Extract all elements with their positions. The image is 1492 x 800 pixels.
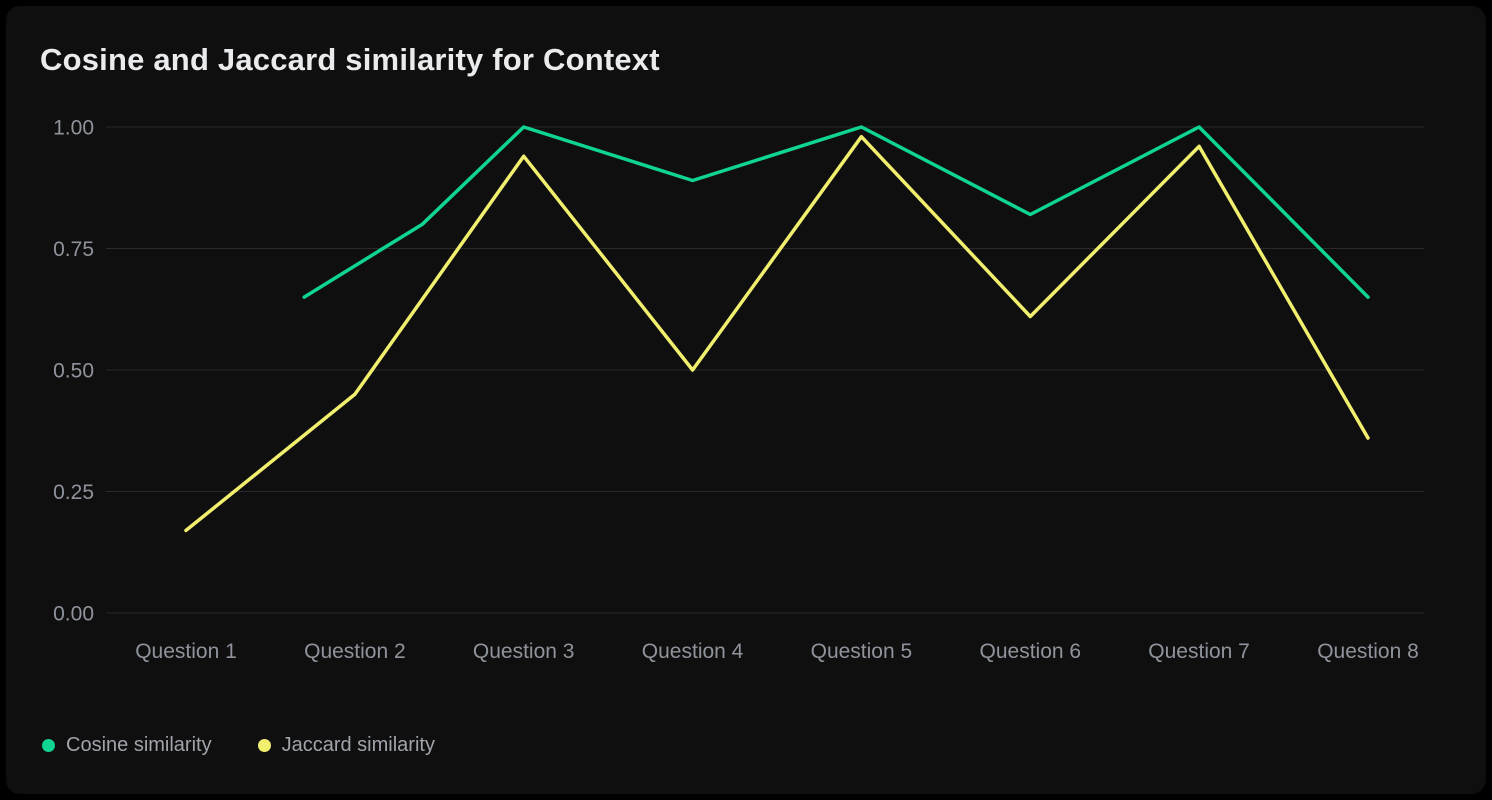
cosine-line[interactable]	[302, 125, 1370, 299]
cosine-legend-label: Cosine similarity	[66, 734, 212, 756]
x-tick-label: Question 6	[980, 640, 1082, 663]
x-tick-label: Question 8	[1317, 640, 1419, 663]
x-tick-label: Question 7	[1148, 640, 1250, 663]
y-tick-label: 0.75	[53, 238, 94, 261]
x-tick-label: Question 2	[304, 640, 406, 663]
y-tick-label: 1.00	[53, 117, 94, 140]
jaccard-line[interactable]	[184, 134, 1370, 533]
chart-legend: Cosine similarity Jaccard similarity	[42, 734, 435, 757]
chart-card: Cosine and Jaccard similarity for Contex…	[6, 6, 1486, 794]
similarity-line-chart: 0.00 0.25 0.50 0.75 1.00 Question 1 Question 2…	[53, 117, 1424, 663]
y-tick-label: 0.25	[53, 481, 94, 504]
y-tick-label: 0.00	[53, 603, 94, 626]
legend-item-jaccard[interactable]: Jaccard similarity	[257, 734, 435, 757]
y-tick-label: 0.50	[53, 360, 94, 383]
x-tick-label: Question 5	[811, 640, 913, 663]
cosine-series-dot-icon	[42, 739, 55, 752]
legend-item-cosine[interactable]: Cosine similarity	[42, 734, 212, 757]
x-tick-label: Question 3	[473, 640, 575, 663]
jaccard-series-dot-icon	[257, 739, 271, 752]
x-tick-label: Question 4	[642, 640, 744, 663]
x-tick-label: Question 1	[135, 640, 237, 663]
chart-title: Cosine and Jaccard similarity for Contex…	[40, 42, 660, 77]
jaccard-legend-label: Jaccard similarity	[281, 734, 435, 756]
